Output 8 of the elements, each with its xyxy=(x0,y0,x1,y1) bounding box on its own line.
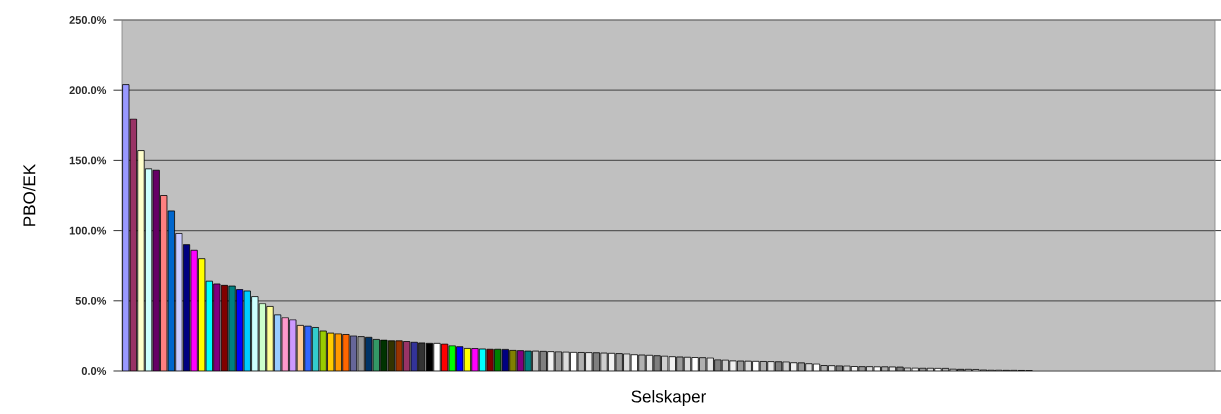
y-tick-label: 100.0% xyxy=(69,226,107,235)
y-tick-label: 50.0% xyxy=(75,296,107,305)
y-tick-label: 150.0% xyxy=(69,156,107,165)
y-tick-label: 0.0% xyxy=(81,367,107,375)
x-axis-title: Selskaper xyxy=(631,390,706,406)
y-tick-label: 200.0% xyxy=(69,86,107,95)
y-tick-label: 250.0% xyxy=(69,16,107,24)
y-axis-title: PBO/EK xyxy=(22,164,36,226)
